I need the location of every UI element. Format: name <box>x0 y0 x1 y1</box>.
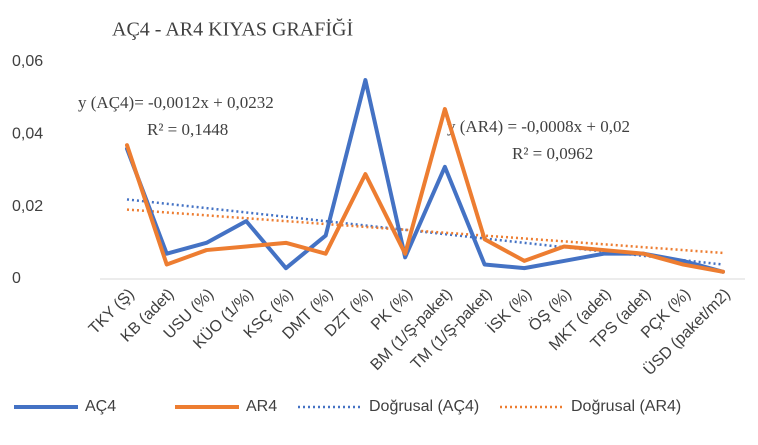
chart-title: AÇ4 - AR4 KIYAS GRAFİĞİ <box>112 18 353 41</box>
trend-equation: y (AÇ4)= -0,0012x + 0,0232 <box>78 93 274 112</box>
legend-label: AR4 <box>246 398 277 415</box>
series-line <box>125 107 725 274</box>
trend-r2: R² = 0,0962 <box>512 144 593 163</box>
legend-label: AÇ4 <box>85 398 116 415</box>
y-tick-label: 0 <box>12 270 21 287</box>
legend-label: Doğrusal (AÇ4) <box>369 398 479 415</box>
y-tick-label: 0,02 <box>12 198 43 215</box>
trend-equation: y (AR4) = -0,0008x + 0,02 <box>447 117 630 136</box>
legend-label: Doğrusal (AR4) <box>571 398 681 415</box>
trend-r2: R² = 0,1448 <box>147 120 228 139</box>
y-tick-label: 0,04 <box>12 126 43 143</box>
x-tick-label: İSK (%) <box>483 284 535 336</box>
y-tick-label: 0,06 <box>12 53 43 70</box>
